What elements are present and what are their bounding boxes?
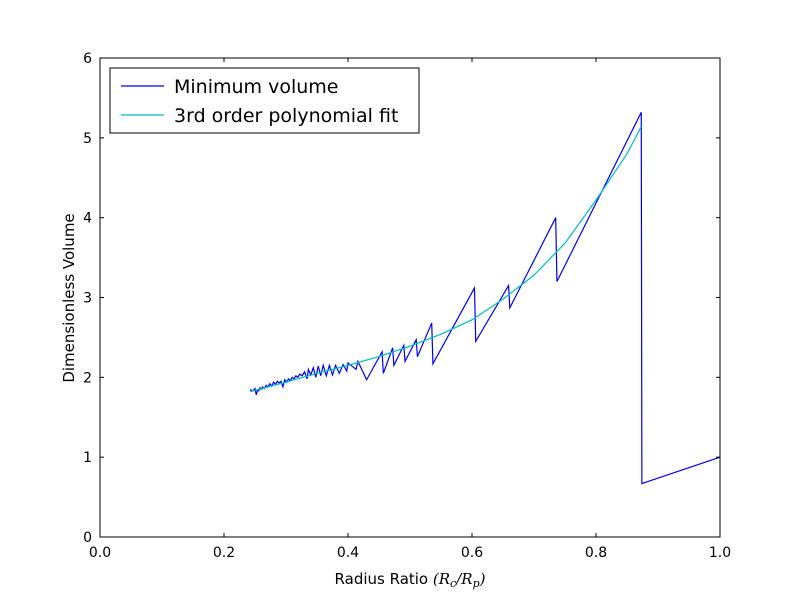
tick-layer: 0.0 0.2 0.4 0.6 0.8 1.0 0 1 2 3 4 5 6 (83, 51, 731, 561)
y-tick-label: 5 (83, 131, 92, 147)
y-tick-label: 3 (83, 291, 92, 307)
legend-box (109, 67, 420, 134)
series-layer (249, 112, 721, 485)
y-tick-label: 4 (83, 211, 92, 227)
y-tick-label: 1 (83, 450, 92, 466)
y-axis-label: Dimensionless Volume (60, 213, 78, 382)
x-axis-label: Radius Ratio (Rc/Rp) (335, 570, 486, 590)
x-tick-label: 0.6 (461, 545, 483, 561)
legend: Minimum volume 3rd order polynomial fit (109, 67, 420, 134)
y-tick-label: 2 (83, 370, 92, 386)
x-tick-label: 0.0 (89, 545, 111, 561)
x-tick-label: 0.8 (585, 545, 607, 561)
x-tick-label: 1.0 (709, 545, 731, 561)
y-tick-label: 0 (83, 530, 92, 546)
x-tick-label: 0.2 (213, 545, 235, 561)
legend-label-minimum-volume: Minimum volume (174, 76, 338, 98)
y-tick-label: 6 (83, 51, 92, 67)
series-line-minimum-volume (249, 112, 721, 485)
series-line-polynomial-fit (249, 126, 642, 393)
legend-label-polynomial-fit: 3rd order polynomial fit (174, 105, 398, 127)
x-tick-label: 0.4 (337, 545, 359, 561)
